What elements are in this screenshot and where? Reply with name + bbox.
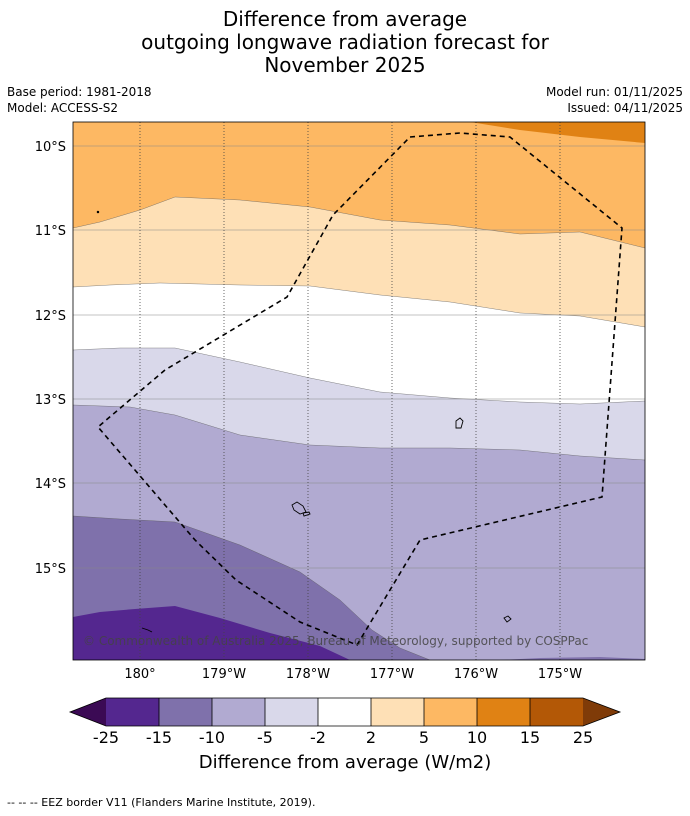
colorbar-seg-neg15-10 — [159, 698, 212, 726]
lat-label-11s: 11°S — [35, 224, 66, 239]
island-4 — [503, 615, 512, 623]
colorbar-tick-10: 10 — [467, 728, 487, 747]
colorbar-tick--25: -25 — [93, 728, 119, 747]
lon-label-176w: 176°W — [454, 667, 498, 682]
lat-label-10s: 10°S — [35, 140, 66, 155]
colorbar-seg-2-5 — [371, 698, 424, 726]
gridlines — [73, 122, 645, 660]
colorbar-seg-neg25-15 — [106, 698, 159, 726]
colorbar-seg-10-15 — [477, 698, 530, 726]
colorbar-tick-15: 15 — [520, 728, 540, 747]
colorbar-seg-5-10 — [424, 698, 477, 726]
colorbar-tick-2: 2 — [366, 728, 376, 747]
title-line-3: November 2025 — [264, 53, 426, 77]
colorbar-high-extend — [583, 698, 620, 726]
island-6 — [96, 210, 100, 214]
title-line-1: Difference from average — [222, 7, 468, 31]
island-5 — [141, 627, 153, 633]
copyright-notice: © Commonwealth of Australia 2025, Bureau… — [83, 634, 588, 648]
colorbar-tick--15: -15 — [146, 728, 172, 747]
lat-label-15s: 15°S — [35, 562, 66, 577]
lon-label-179w: 179°W — [202, 667, 246, 682]
issued-date: Issued: 04/11/2025 — [567, 101, 683, 115]
lon-label-175w: 175°W — [538, 667, 582, 682]
meta-left: Base period: 1981-2018 Model: ACCESS-S2 — [7, 84, 152, 116]
lat-label-14s: 14°S — [35, 477, 66, 492]
island-3 — [302, 511, 311, 517]
map-title: Difference from average outgoing longwav… — [0, 8, 690, 77]
colorbar-seg-neg2-2 — [318, 698, 371, 726]
title-line-2: outgoing longwave radiation forecast for — [141, 30, 549, 54]
map-frame — [72, 121, 646, 661]
colorbar-tick--2: -2 — [310, 728, 326, 747]
island-1 — [455, 417, 464, 429]
model-name: Model: ACCESS-S2 — [7, 101, 119, 115]
eez-legend-note: -- -- -- EEZ border V11 (Flanders Marine… — [7, 796, 316, 809]
map-area: © Commonwealth of Australia 2025, Bureau… — [73, 122, 645, 660]
lon-label-178w: 178°W — [286, 667, 330, 682]
colorbar-tick--10: -10 — [199, 728, 225, 747]
colorbar-seg-neg10-5 — [212, 698, 265, 726]
island-2 — [291, 501, 307, 515]
colorbar-title: Difference from average (W/m2) — [198, 752, 492, 773]
band-neg10-15-bottom-right — [500, 657, 645, 660]
colorbar-tick-25: 25 — [573, 728, 593, 747]
colorbar-tick--5: -5 — [257, 728, 273, 747]
eez-border — [96, 132, 623, 646]
colorbar-low-extend — [70, 698, 106, 726]
lon-label-177w: 177°W — [370, 667, 414, 682]
colorbar-seg-neg5-2 — [265, 698, 318, 726]
lat-axis: 10°S 11°S 12°S 13°S 14°S 15°S — [35, 140, 66, 577]
lon-label-180: 180° — [124, 667, 155, 682]
island-outlines — [96, 210, 512, 633]
lon-axis: 180° 179°W 178°W 177°W 176°W 175°W — [124, 667, 582, 682]
model-run: Model run: 01/11/2025 — [545, 85, 683, 99]
lat-label-12s: 12°S — [35, 309, 66, 324]
colorbar: -25 -15 -10 -5 -2 2 5 10 15 25 — [68, 697, 622, 747]
colorbar-tick-5: 5 — [419, 728, 429, 747]
base-period: Base period: 1981-2018 — [7, 85, 152, 99]
band-neg15-25 — [73, 606, 350, 660]
lat-label-13s: 13°S — [35, 393, 66, 408]
meta-right: Model run: 01/11/2025 Issued: 04/11/2025 — [546, 84, 683, 116]
colorbar-seg-15-25 — [530, 698, 583, 726]
